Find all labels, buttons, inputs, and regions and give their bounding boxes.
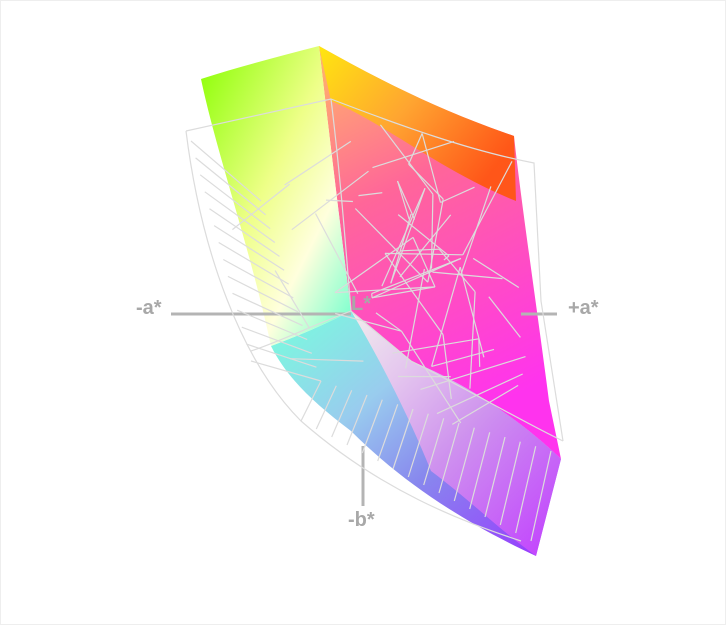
wireframe-edge (469, 432, 491, 510)
wireframe-edge (421, 133, 442, 203)
wireframe-edge (459, 266, 485, 358)
wireframe-edge (530, 450, 552, 542)
wireframe-edge (443, 255, 450, 261)
wireframe-edge (472, 257, 520, 289)
wireframe-edge (392, 338, 479, 354)
wireframe-edge (397, 214, 450, 257)
wireframe-edge (488, 296, 521, 338)
wireframe-edge (325, 199, 353, 203)
wireframe-edge (432, 271, 503, 280)
wireframe-edge (375, 312, 402, 332)
wireframe-edge (274, 270, 311, 329)
wireframe-edge (218, 241, 290, 285)
wireframe-edge (408, 163, 444, 200)
wireframe-edge (314, 213, 359, 294)
wireframe-edge (334, 286, 436, 294)
wireframe-edge (190, 140, 262, 202)
wireframe-edge (354, 208, 429, 283)
wireframe-edge (250, 310, 564, 442)
wireframe-edge (396, 180, 416, 220)
wireframe-edge (412, 237, 436, 288)
wireframe-edge (315, 385, 337, 430)
wireframe-edge (377, 404, 399, 462)
axes (171, 312, 557, 506)
wireframe-edge (399, 214, 452, 278)
wireframe-edge (300, 380, 322, 422)
wireframe-edge (484, 436, 506, 518)
wireframe-edge (407, 413, 429, 478)
wireframe-edge (371, 286, 436, 299)
wireframe-edge (381, 188, 426, 287)
wireframe-edge (431, 348, 495, 367)
wireframe-edge (371, 257, 462, 295)
wireframe-edge (213, 225, 285, 271)
wireframe-edge (241, 326, 313, 354)
wireframe-edge (204, 191, 276, 243)
wireframe-edge (289, 358, 364, 362)
neg-a-axis-label: -a* (136, 297, 162, 319)
lightness-axis-label: L* (351, 293, 371, 315)
wireframe-edge (390, 188, 426, 284)
wireframe-edge (423, 418, 445, 486)
wireframe-edge (358, 192, 383, 197)
wireframe-edge (436, 373, 523, 415)
wireframe-edge (346, 394, 368, 446)
wireframe-edge (478, 338, 481, 367)
wireframe-edge (371, 257, 462, 299)
wireframe-edge (232, 183, 290, 231)
wireframe-edge (430, 194, 434, 269)
wireframe-edge (361, 399, 383, 454)
wireframe-edge (451, 384, 519, 425)
wireframe-edge (390, 213, 412, 284)
wireframe-edge (396, 180, 410, 220)
wireframe-edge (462, 161, 513, 256)
wireframe-edge (440, 186, 475, 204)
wireframe-edge (469, 291, 476, 389)
wireframe-edge (335, 312, 402, 332)
wireframe-edge (199, 174, 271, 230)
wireframe-edge (232, 292, 303, 327)
wireframe-edge (246, 343, 317, 368)
wireframe-edge (330, 98, 352, 312)
wireframe-edge (420, 356, 526, 390)
wireframe-edge (185, 98, 564, 442)
face-top (319, 46, 516, 201)
neg-b-axis-label: -b* (348, 509, 375, 531)
wireframe-edge (227, 275, 299, 313)
wireframe-edge (400, 248, 440, 252)
wireframe-edge (334, 236, 414, 294)
wireframe-edge (384, 253, 444, 335)
wireframe-edge (195, 157, 266, 216)
wireframe-edge (453, 427, 475, 502)
wireframe-edge (431, 266, 461, 367)
wireframe-edge (223, 258, 294, 299)
wireframe-edge (438, 422, 460, 494)
face-left (201, 46, 351, 346)
wireframe-edge (392, 408, 414, 470)
wireframe-edge (438, 248, 476, 293)
wireframe-edge (250, 360, 322, 382)
wireframe-edge (427, 198, 444, 283)
wireframe-edge (331, 390, 353, 438)
wireframe-edge (379, 124, 434, 195)
wireframe-edge (442, 334, 452, 400)
wireframe-edge (400, 330, 462, 424)
wireframe-edge (284, 140, 352, 186)
wireframe-edge (405, 268, 425, 369)
wireframe-edge (515, 446, 537, 534)
wireframe-edge (499, 441, 521, 526)
pos-a-axis-label: +a* (568, 297, 599, 319)
wireframe (185, 98, 564, 542)
wireframe-edge (408, 133, 423, 165)
wireframe-edge (209, 208, 280, 257)
wireframe-edge (384, 252, 463, 256)
wireframe-edge (236, 309, 308, 341)
